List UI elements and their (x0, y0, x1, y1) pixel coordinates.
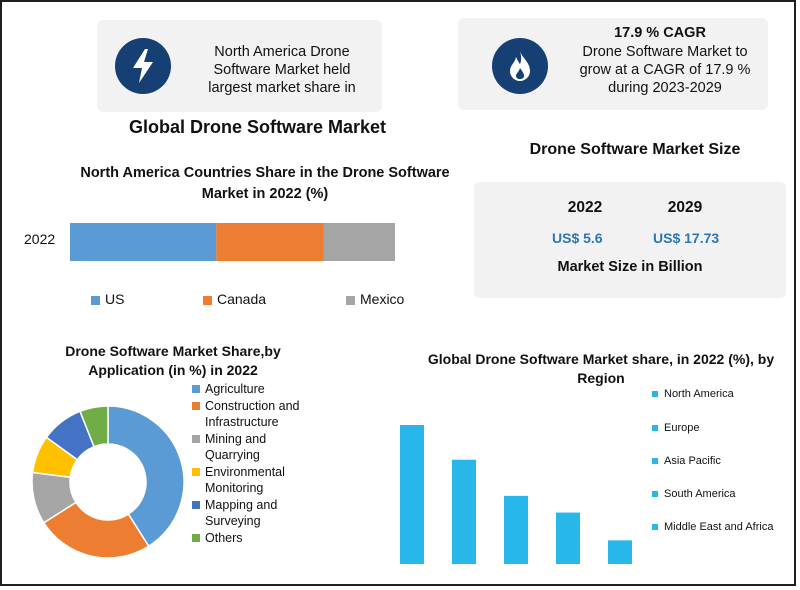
legend-item-agriculture: Agriculture (192, 381, 300, 398)
region-legend-asia-pacific: Asia Pacific (652, 455, 721, 467)
region-legend-europe: Europe (652, 422, 699, 434)
value-2022: US$ 5.6 (552, 230, 603, 246)
bar-segment-canada (216, 223, 324, 261)
legend-item-construction-and-infrastructure: Construction and Infrastructure (192, 398, 300, 431)
donut-slice-others (79, 405, 109, 448)
region-bar-chart (400, 425, 632, 564)
market-size-card: 2022 2029 US$ 5.6 US$ 17.73 Market Size … (474, 182, 786, 298)
legend-swatch (192, 533, 200, 542)
legend-swatch (652, 491, 658, 498)
legend-swatch (652, 425, 658, 432)
legend-item-mapping-and-surveying: Mapping and Surveying (192, 497, 300, 530)
region-share-title: Global Drone Software Market share, in 2… (427, 351, 775, 386)
legend-swatch (652, 458, 658, 465)
stacked-bar-category-label: 2022 (24, 231, 56, 247)
legend-swatch (192, 500, 200, 509)
market-size-caption: Market Size in Billion (557, 259, 703, 275)
legend-mexico-label: Mexico (360, 291, 405, 307)
region-bar-asia-pacific (504, 495, 528, 564)
legend-swatch (192, 385, 200, 393)
region-legend-middle-east-and-africa: Middle East and Africa (652, 521, 773, 533)
application-share-title: Drone Software Market Share,by Applicati… (65, 343, 281, 378)
year-2022: 2022 (567, 199, 603, 216)
legend-canada: Canada (203, 291, 266, 307)
lightning-icon (115, 38, 171, 94)
stacked-bar-chart (70, 223, 395, 261)
donut-slice-construction-and-infrastructure (42, 501, 150, 559)
legend-item-mining-and-quarrying: Mining and Quarrying (192, 431, 300, 464)
north-america-card: North America Drone Software Market held… (97, 20, 382, 112)
legend-mexico-swatch (346, 295, 355, 305)
legend-swatch (192, 434, 200, 443)
market-size-title: Drone Software Market Size (529, 141, 741, 158)
region-bar-middle-east-and-africa (608, 540, 632, 564)
legend-canada-label: Canada (217, 291, 267, 307)
bar-segment-us (70, 223, 217, 261)
application-legend: Agriculture Construction and Infrastructur… (192, 381, 300, 546)
legend-canada-swatch (203, 295, 212, 305)
year-2029: 2029 (667, 199, 703, 216)
legend-swatch (192, 401, 200, 410)
country-share-title: North America Countries Share in the Dro… (80, 165, 450, 202)
legend-swatch (652, 391, 658, 398)
region-legend-south-america: South America (652, 488, 736, 500)
region-bar-north-america (400, 425, 424, 564)
legend-item-others: Others (192, 530, 300, 547)
cagr-text: Drone Software Market to grow at a CAGR … (579, 44, 751, 96)
application-donut-chart (31, 405, 185, 559)
cagr-title: 17.9 % CAGR (614, 25, 706, 41)
cagr-card: 17.9 % CAGR Drone Software Market to gro… (458, 18, 768, 110)
legend-swatch (652, 524, 658, 531)
legend-us: US (91, 291, 124, 307)
value-2029: US$ 17.73 (653, 230, 720, 246)
donut-slice-agriculture (107, 405, 185, 548)
region-legend-north-america: North America (652, 388, 734, 400)
north-america-text: North America Drone Software Market held… (208, 44, 356, 96)
flame-icon (492, 38, 548, 94)
legend-us-label: US (105, 291, 125, 307)
legend-swatch (192, 467, 200, 476)
legend-item-environmental-monitoring: Environmental Monitoring (192, 464, 300, 497)
bar-segment-mexico (323, 223, 395, 261)
region-bar-south-america (556, 512, 580, 564)
legend-us-swatch (91, 295, 100, 305)
main-title: Global Drone Software Market (128, 117, 387, 137)
region-bar-europe (452, 459, 476, 564)
legend-mexico: Mexico (346, 291, 404, 307)
